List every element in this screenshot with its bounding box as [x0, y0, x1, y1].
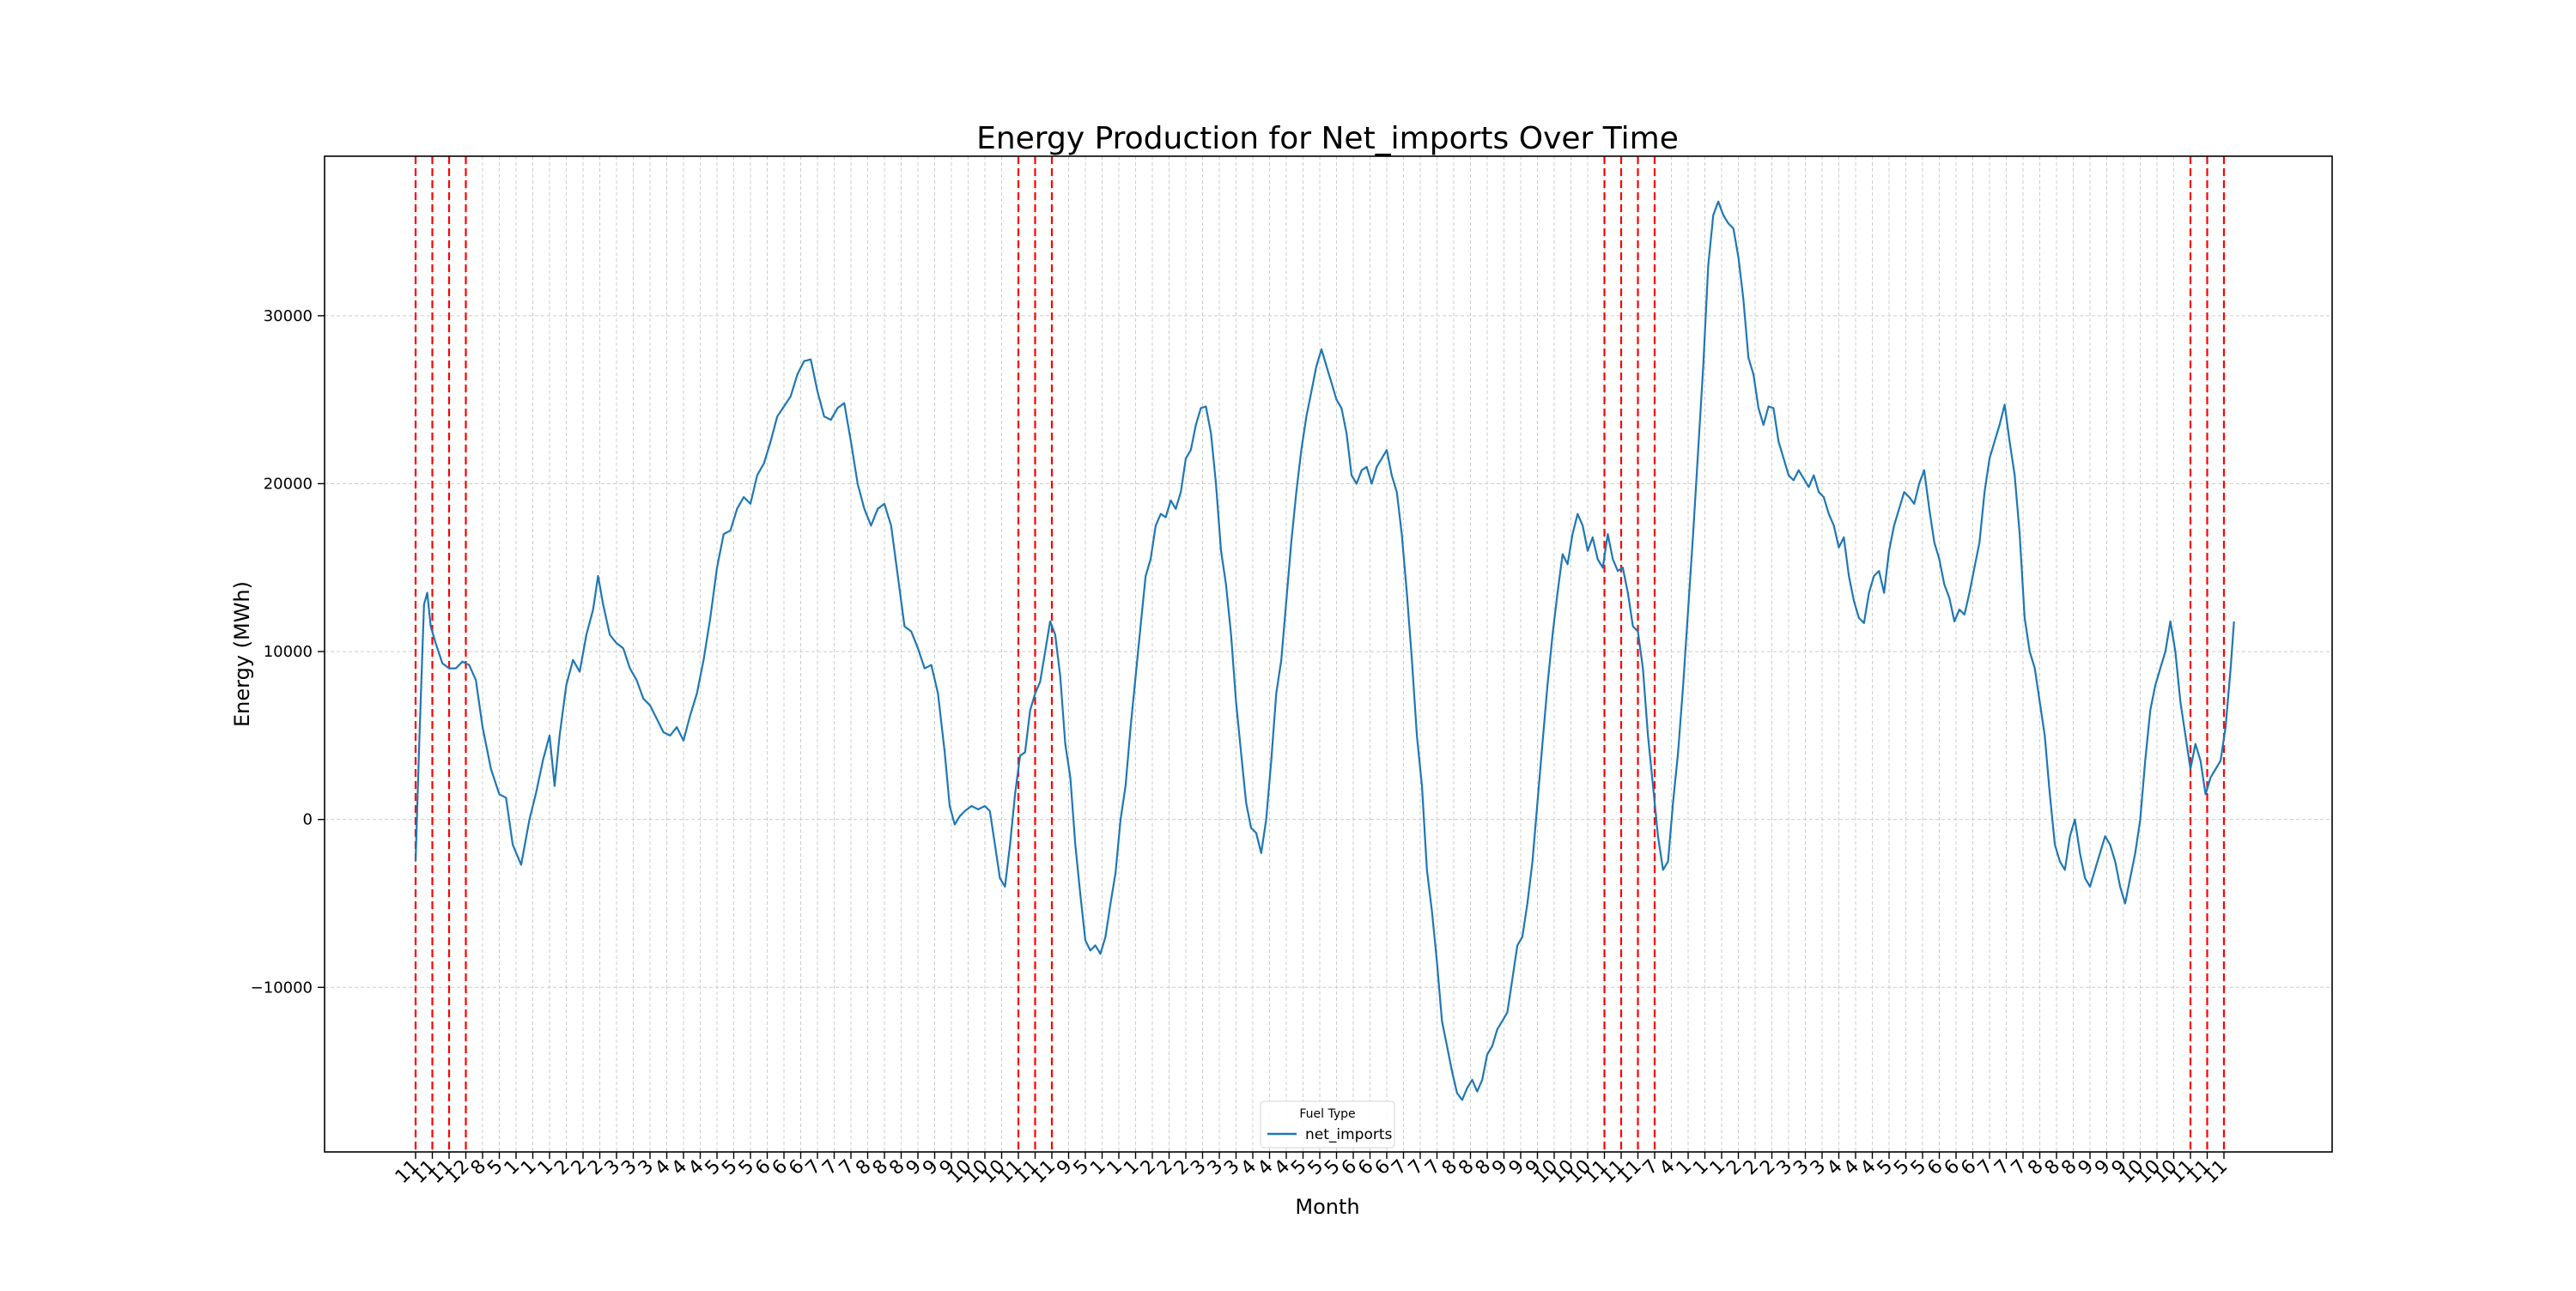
grid-layer — [325, 156, 2332, 1152]
y-tick-label: 0 — [303, 811, 313, 829]
y-axis-label: Energy (MWh) — [230, 581, 254, 727]
legend: Fuel Type net_imports — [1260, 1100, 1395, 1149]
y-tick-label: 10000 — [264, 643, 313, 661]
legend-label-net-imports: net_imports — [1305, 1126, 1393, 1143]
event-marker-layer — [414, 156, 2226, 1152]
y-ticks: −10000 0 10000 20000 30000 — [251, 307, 325, 997]
series-layer — [414, 200, 2235, 1101]
legend-box — [1260, 1100, 1395, 1149]
y-tick-label: −10000 — [251, 979, 313, 997]
series-line-net-imports — [414, 200, 2235, 1101]
x-axis-label: Month — [1295, 1195, 1359, 1219]
chart-title: Energy Production for Net_imports Over T… — [976, 121, 1679, 156]
y-tick-label: 20000 — [264, 475, 313, 493]
y-tick-label: 30000 — [264, 307, 313, 325]
plot-frame — [324, 155, 2333, 1153]
legend-title: Fuel Type — [1299, 1107, 1355, 1121]
